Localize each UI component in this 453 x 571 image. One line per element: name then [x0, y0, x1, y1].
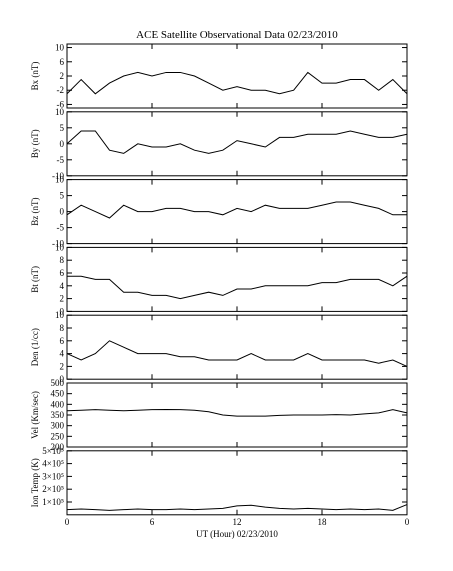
y-tick-label: -10 [52, 171, 64, 181]
y-tick-label: 2 [60, 294, 65, 304]
x-tick-label: 0 [65, 517, 70, 527]
x-tick-label: 12 [233, 517, 242, 527]
y-tick-label: 200 [51, 442, 65, 452]
x-axis-label: UT (Hour) 02/23/2010 [196, 529, 278, 539]
y-tick-label: 10 [55, 107, 65, 117]
data-line [66, 130, 408, 154]
y-tick-label: -10 [52, 239, 64, 249]
y-axis-label: Ion Temp (K) [30, 458, 40, 507]
data-line [66, 71, 408, 95]
y-axis-label: Bz (nT) [30, 197, 40, 225]
y-tick-label: 5 [60, 191, 65, 201]
y-tick-label: -5 [57, 155, 65, 165]
data-line [67, 275, 408, 300]
y-axis-label: By (nT) [30, 129, 40, 158]
y-tick-label: 6 [60, 57, 65, 67]
y-tick-label: 10 [55, 175, 65, 185]
y-tick-label: 10 [55, 43, 65, 53]
data-line [66, 201, 407, 219]
y-tick-label: 2×10⁵ [42, 484, 64, 494]
y-tick-label: 10 [55, 310, 65, 320]
data-line [66, 408, 408, 417]
y-tick-label: 250 [51, 431, 65, 441]
chart-title: ACE Satellite Observational Data 02/23/2… [136, 29, 338, 41]
y-tick-label: -6 [57, 99, 65, 109]
y-tick-label: 6 [60, 268, 65, 278]
y-axis-label: Vel (Km/sec) [30, 391, 40, 439]
y-tick-label: 4 [60, 281, 65, 291]
x-tick-label: 18 [318, 517, 328, 527]
y-tick-label: 8 [60, 323, 65, 333]
y-tick-label: 1×10⁵ [42, 497, 64, 507]
y-tick-label: 0 [60, 139, 65, 149]
y-tick-label: 2 [60, 71, 65, 81]
y-tick-label: 400 [51, 399, 65, 409]
y-tick-label: 8 [60, 255, 65, 265]
y-axis-label: Bt (nT) [30, 266, 40, 293]
data-line [66, 504, 408, 511]
y-tick-label: -5 [57, 223, 65, 233]
y-tick-label: 6 [60, 336, 65, 346]
y-tick-label: 300 [51, 421, 65, 431]
y-tick-label: 5 [60, 123, 65, 133]
y-axis-label: Bx (nT) [30, 62, 40, 91]
y-tick-label: 4 [60, 349, 65, 359]
y-tick-label: 3×10⁵ [42, 471, 64, 481]
y-tick-label: 4×10⁵ [42, 459, 64, 469]
y-tick-label: -2 [57, 85, 65, 95]
y-tick-label: 350 [51, 410, 65, 420]
y-axis-label: Den (1/cc) [30, 328, 40, 366]
data-line [66, 340, 408, 367]
y-tick-label: 0 [60, 207, 65, 217]
y-tick-label: 10 [55, 242, 65, 252]
y-tick-label: 5×10⁵ [42, 446, 64, 456]
x-tick-label: 6 [150, 517, 155, 527]
y-tick-label: 500 [51, 378, 65, 388]
y-tick-label: 0 [60, 374, 65, 384]
y-tick-label: 2 [60, 361, 65, 371]
x-tick-label: 0 [405, 517, 410, 527]
y-tick-label: 450 [51, 389, 65, 399]
y-tick-label: 0 [60, 306, 65, 316]
